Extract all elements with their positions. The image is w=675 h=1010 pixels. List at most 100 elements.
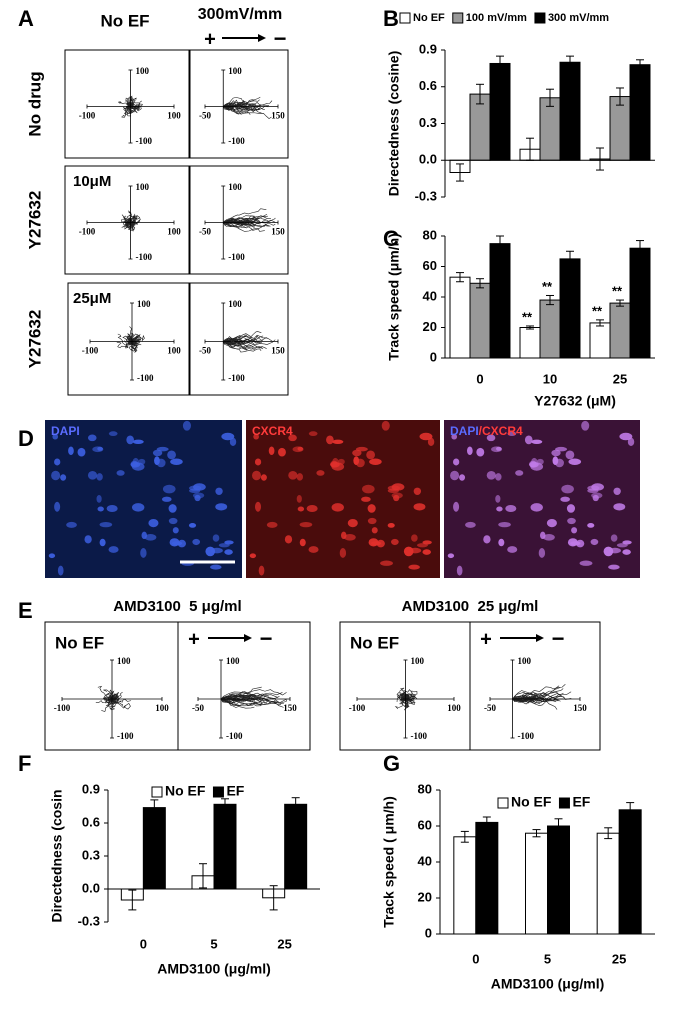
track-plot-frame [189, 49, 289, 159]
x-tick-label: 0 [140, 936, 147, 951]
cell [251, 470, 262, 481]
cell-track [223, 339, 276, 348]
bar [213, 803, 237, 890]
cell [387, 485, 400, 491]
cell [483, 535, 491, 544]
cell [391, 538, 399, 546]
cell [587, 523, 595, 528]
cell-track [127, 339, 135, 344]
cell-track [121, 106, 131, 118]
cell-track [116, 341, 133, 349]
cell [167, 450, 176, 460]
cell-track [223, 106, 260, 115]
cell-track [223, 340, 239, 344]
x-tick-label: 0 [472, 951, 479, 966]
cell [162, 484, 176, 494]
dose-label: 25μM [73, 290, 111, 307]
significance-mark: ** [522, 309, 533, 324]
track-x-tick-label: 100 [167, 227, 181, 237]
track-x-tick-label: -100 [79, 111, 96, 121]
cell [529, 460, 537, 468]
cell [224, 549, 233, 555]
cell [387, 523, 395, 528]
y-axis-title: Directedness (cosin [49, 789, 65, 922]
cell [524, 435, 533, 445]
cell [215, 487, 223, 496]
bar [142, 807, 166, 890]
track-x-tick-label: -50 [199, 346, 211, 356]
cell-track [223, 341, 254, 349]
cell-track [220, 695, 270, 700]
cathode-sign: − [552, 626, 565, 651]
dose-label: 10μM [73, 173, 111, 190]
cell-track [220, 691, 280, 700]
cell [140, 548, 147, 558]
cell-track [220, 696, 252, 705]
cell-track [223, 220, 255, 226]
cell-track [220, 694, 276, 702]
track-plot-frame [177, 621, 311, 751]
bar [589, 322, 611, 359]
y-tick-label: 40 [423, 288, 437, 303]
panel-label: E [18, 598, 33, 623]
cell [48, 553, 56, 559]
bar [449, 276, 471, 359]
cell [411, 534, 418, 542]
cell [565, 450, 575, 460]
cell [170, 458, 183, 466]
cell [148, 518, 159, 528]
cell [268, 446, 275, 456]
significance-mark: ** [542, 279, 553, 294]
x-tick-label: 25 [277, 936, 291, 951]
cell [419, 432, 433, 441]
cell-track [512, 693, 533, 700]
cell [590, 538, 599, 546]
cell [486, 470, 496, 480]
cell [66, 521, 77, 528]
cell [571, 527, 578, 534]
cell [116, 470, 125, 476]
track-x-tick-label: 100 [447, 703, 461, 713]
y-tick-label: 0.0 [419, 152, 437, 167]
cell [456, 565, 463, 576]
track-y-tick-label: -100 [411, 731, 428, 741]
cell [610, 534, 618, 542]
cell [188, 523, 197, 528]
significance-mark: ** [612, 283, 623, 298]
cell [450, 470, 460, 481]
column-title: No EF [100, 11, 149, 30]
track-y-tick-label: -100 [117, 731, 134, 741]
cell [229, 437, 237, 446]
cell [613, 503, 626, 511]
bar [284, 803, 308, 890]
panel-label: D [18, 426, 34, 451]
cell [538, 548, 546, 558]
channel-label-part: CXCR4 [252, 424, 293, 438]
cell [152, 449, 163, 457]
cell-track [130, 341, 138, 353]
cell [608, 564, 620, 570]
track-plot-frame [189, 165, 289, 275]
cell [486, 434, 496, 442]
track-y-tick-label: -100 [228, 136, 245, 146]
y-tick-label: -0.3 [415, 188, 437, 203]
cell [260, 474, 267, 481]
cell [451, 433, 458, 440]
cell [466, 446, 473, 456]
track-x-tick-label: 150 [271, 111, 285, 121]
cell [362, 484, 375, 494]
cell [592, 494, 599, 502]
cell [306, 504, 318, 512]
track-y-tick-label: -100 [136, 136, 153, 146]
cell [560, 496, 570, 502]
y-tick-label: 40 [418, 853, 432, 868]
y-tick-label: 20 [423, 319, 437, 334]
cell [60, 474, 67, 481]
y-tick-label: 20 [418, 889, 432, 904]
cell [108, 546, 119, 553]
channel-label-part: DAPI [450, 424, 479, 438]
cell [566, 504, 576, 513]
cell-track [101, 698, 113, 712]
group-title: AMD3100 5 μg/ml [113, 598, 241, 615]
